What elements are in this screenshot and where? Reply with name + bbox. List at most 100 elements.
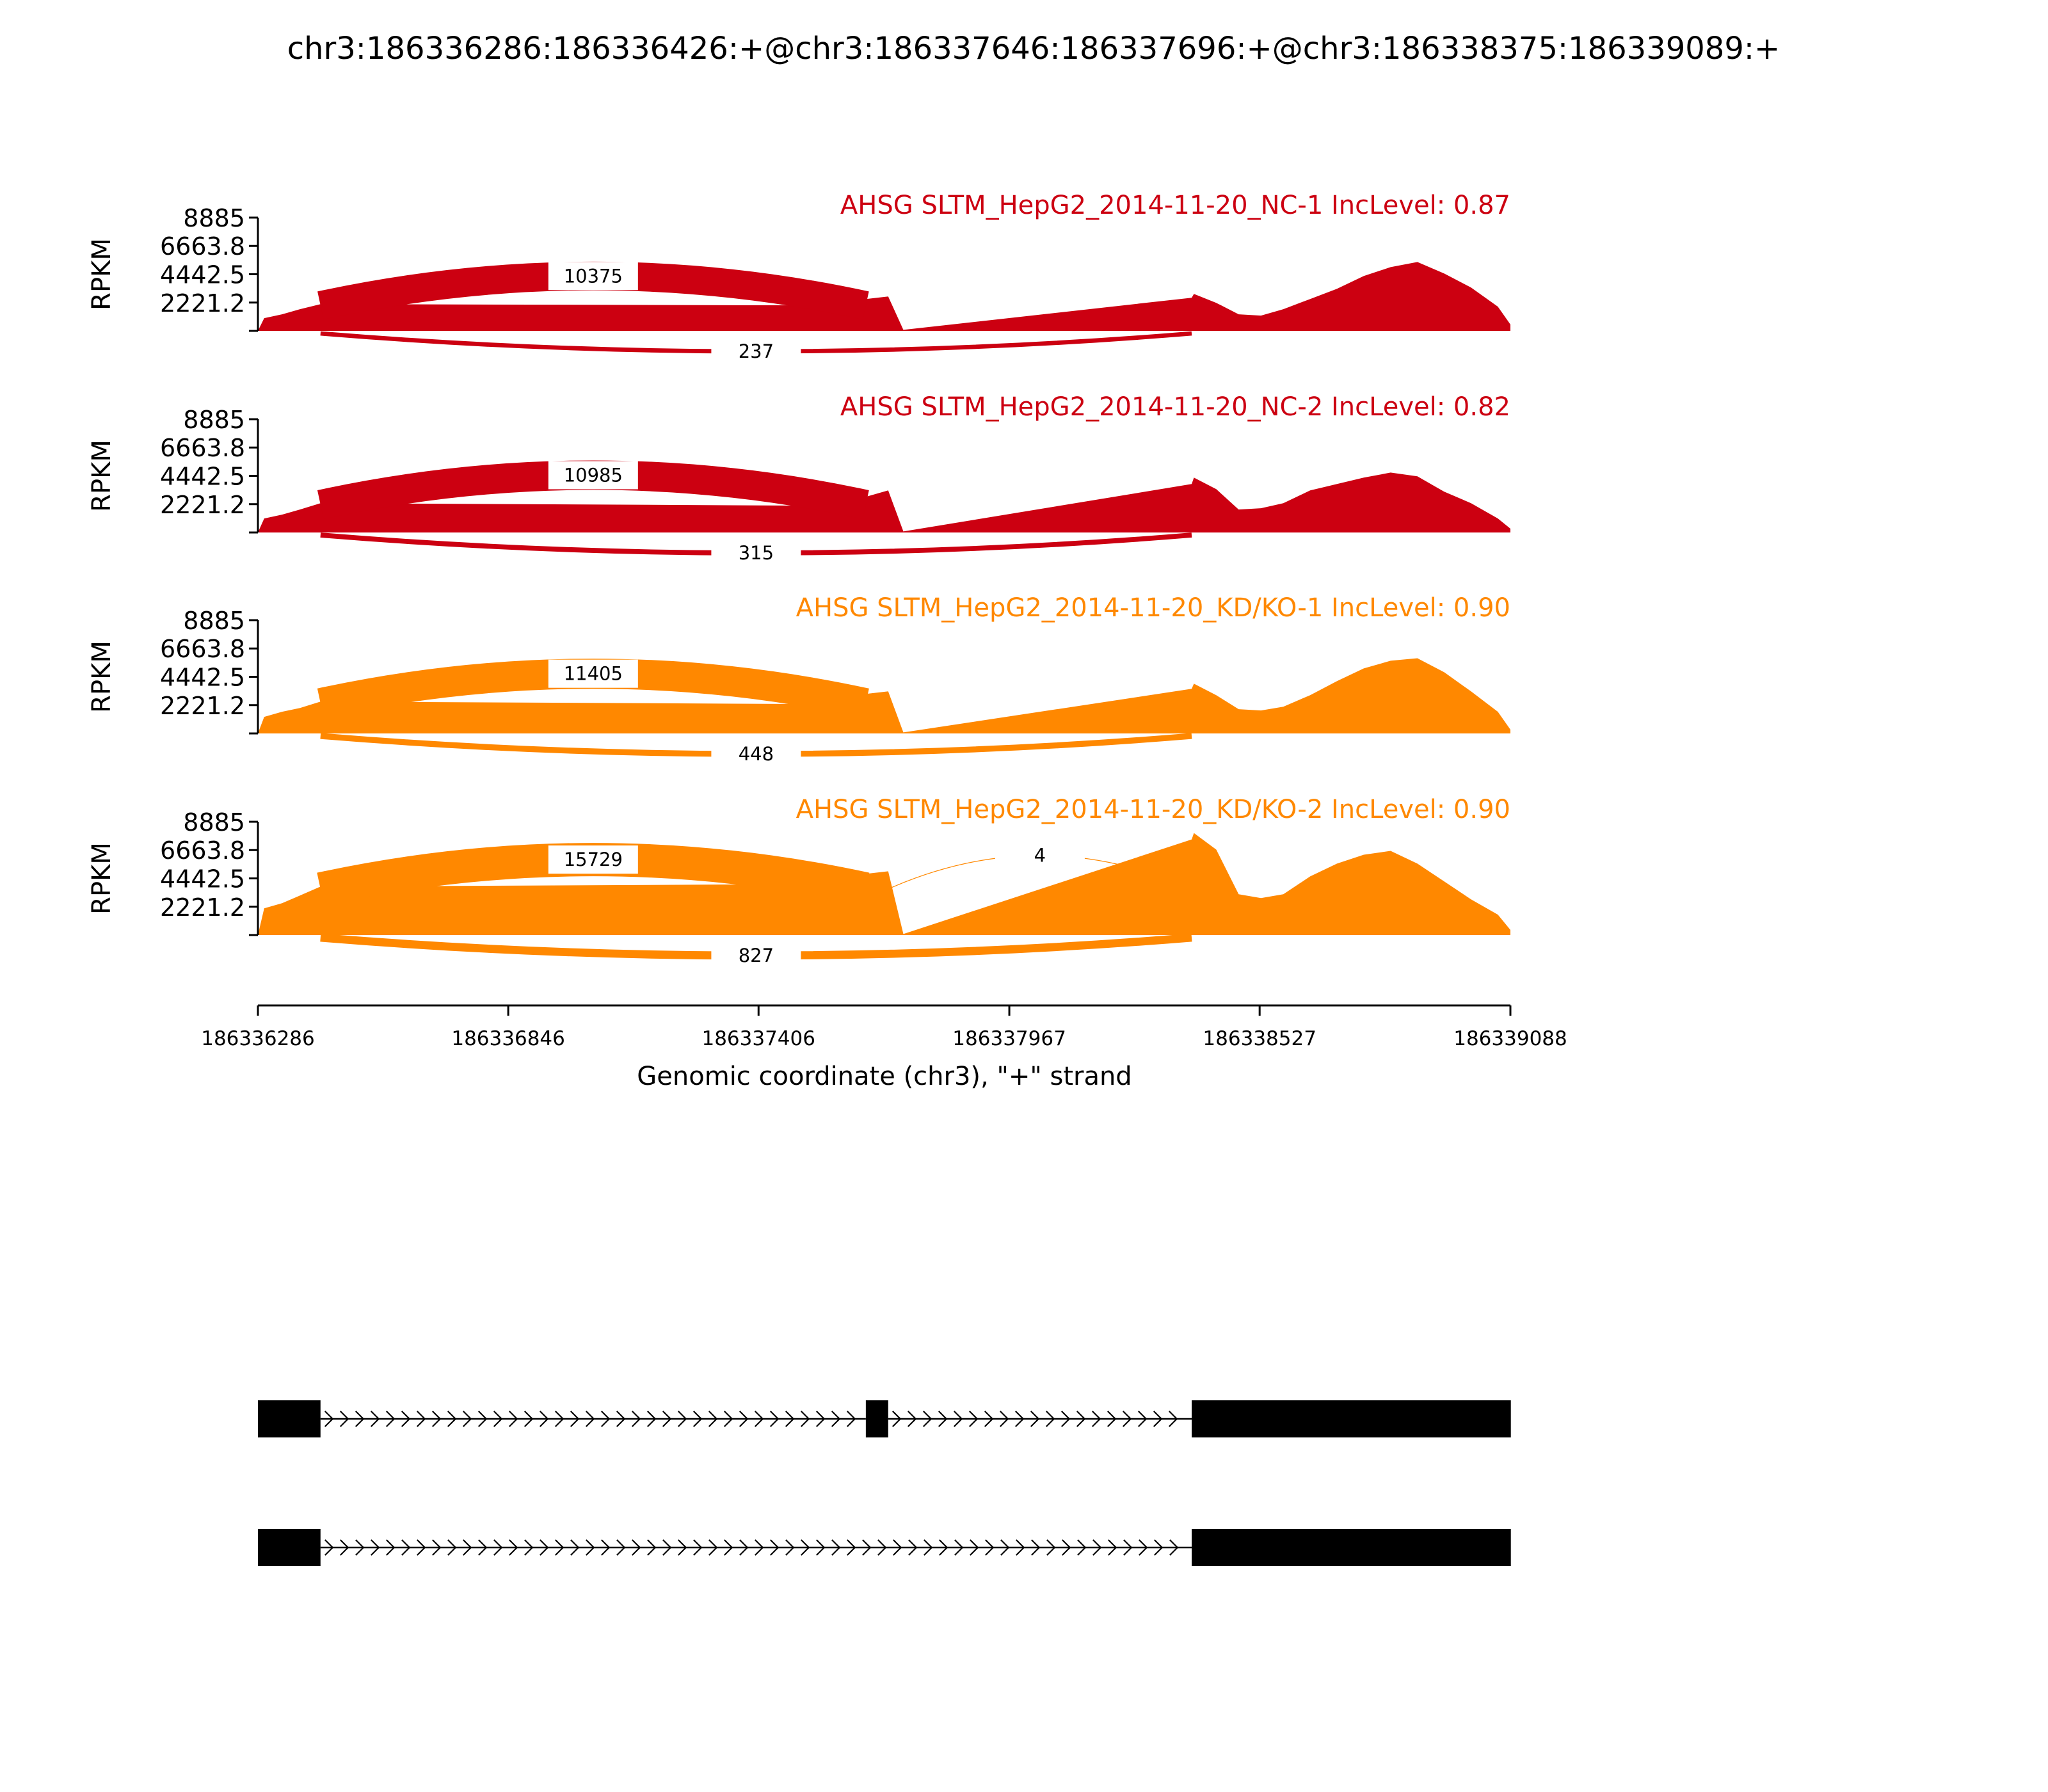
- strand-arrow: [355, 1411, 365, 1427]
- strand-arrow: [386, 1539, 396, 1556]
- exon-block: [258, 1529, 321, 1566]
- strand-arrow: [540, 1411, 549, 1427]
- strand-arrow: [816, 1539, 826, 1556]
- strand-arrow: [1000, 1411, 1009, 1427]
- strand-arrow: [847, 1411, 856, 1427]
- y-tick-label: 4442.5: [160, 865, 245, 893]
- transcript-models: [258, 1400, 1511, 1566]
- strand-arrow: [847, 1539, 856, 1556]
- junction-label-box: [995, 841, 1085, 870]
- strand-arrow: [401, 1411, 411, 1427]
- strand-arrow: [555, 1411, 564, 1427]
- strand-arrow: [739, 1411, 749, 1427]
- strand-arrow: [816, 1411, 826, 1427]
- exon-block: [1192, 1400, 1511, 1437]
- strand-arrow: [324, 1539, 334, 1556]
- strand-arrow: [1108, 1539, 1117, 1556]
- strand-arrow: [708, 1539, 718, 1556]
- y-axis-label: RPKM: [87, 641, 116, 713]
- strand-arrow: [1046, 1539, 1056, 1556]
- strand-arrow: [647, 1411, 657, 1427]
- strand-arrow: [509, 1539, 518, 1556]
- x-tick-label: 186336846: [451, 1027, 565, 1050]
- junction-label-box: [711, 740, 801, 768]
- strand-arrow: [570, 1411, 580, 1427]
- y-tick-label: 6663.8: [160, 836, 245, 865]
- strand-arrow: [892, 1411, 902, 1427]
- x-axis: 186336286 186336846 186337406 186337967 1863…: [201, 1004, 1567, 1091]
- strand-arrow: [785, 1411, 795, 1427]
- strand-arrow: [908, 1411, 917, 1427]
- strand-arrow: [1031, 1539, 1041, 1556]
- strand-arrow: [893, 1539, 902, 1556]
- strand-arrow: [432, 1411, 442, 1427]
- strand-arrow: [662, 1539, 672, 1556]
- strand-arrow: [1169, 1539, 1179, 1556]
- strand-arrow: [340, 1411, 349, 1427]
- strand-arrow: [954, 1539, 964, 1556]
- strand-arrow: [801, 1539, 810, 1556]
- strand-arrow: [1107, 1411, 1117, 1427]
- y-tick-label: 8885: [183, 204, 245, 232]
- strand-arrow: [724, 1539, 733, 1556]
- strand-arrow: [938, 1411, 948, 1427]
- junction-label-box: [548, 461, 638, 490]
- strand-arrow: [862, 1539, 872, 1556]
- strand-arrow: [877, 1539, 887, 1556]
- strand-arrow: [463, 1411, 472, 1427]
- strand-arrow: [739, 1539, 749, 1556]
- y-tick-label: 2221.2: [160, 692, 245, 720]
- strand-arrow: [616, 1539, 626, 1556]
- junction-label-box: [711, 337, 801, 365]
- junction-count-label: 827: [739, 945, 774, 966]
- transcript-row: [258, 1529, 1511, 1566]
- strand-arrow: [770, 1411, 780, 1427]
- strand-arrow: [939, 1539, 948, 1556]
- junction-label-box: [548, 659, 638, 688]
- y-tick-label: 4442.5: [160, 261, 245, 289]
- strand-arrow: [355, 1539, 365, 1556]
- strand-arrow: [908, 1539, 918, 1556]
- junction-label-box: [711, 941, 801, 970]
- strand-arrow: [1030, 1411, 1040, 1427]
- y-tick-label: 4442.5: [160, 463, 245, 491]
- series-title: AHSG SLTM_HepG2_2014-11-20_KD/KO-1 IncLe…: [796, 593, 1510, 623]
- series-title: AHSG SLTM_HepG2_2014-11-20_NC-2 IncLevel…: [840, 392, 1510, 422]
- y-tick-label: 2221.2: [160, 893, 245, 922]
- strand-arrow: [1015, 1411, 1025, 1427]
- exon-block: [258, 1400, 321, 1437]
- coverage-area: [258, 472, 1510, 532]
- strand-arrow: [647, 1539, 657, 1556]
- strand-arrow: [401, 1539, 411, 1556]
- series-title: AHSG SLTM_HepG2_2014-11-20_KD/KO-2 IncLe…: [796, 795, 1510, 824]
- y-axis-label: RPKM: [87, 238, 116, 310]
- junction-label-box: [711, 539, 801, 567]
- strand-arrow: [478, 1539, 488, 1556]
- junction-count-label: 11405: [564, 663, 623, 685]
- y-tick-label: 2221.2: [160, 491, 245, 519]
- junction-count-label: 448: [739, 743, 774, 765]
- strand-arrow: [432, 1539, 442, 1556]
- x-tick-label: 186337406: [701, 1027, 815, 1050]
- y-tick-label: 6663.8: [160, 434, 245, 462]
- strand-arrow: [1153, 1411, 1163, 1427]
- strand-arrow: [371, 1539, 380, 1556]
- strand-arrow: [954, 1411, 963, 1427]
- y-axis-label: RPKM: [87, 440, 116, 512]
- strand-arrow: [524, 1411, 534, 1427]
- strand-arrow: [493, 1539, 503, 1556]
- x-tick-label: 186336286: [201, 1027, 315, 1050]
- strand-arrow: [586, 1411, 595, 1427]
- y-tick-label: 4442.5: [160, 664, 245, 692]
- x-axis-label: Genomic coordinate (chr3), "+" strand: [637, 1062, 1132, 1091]
- strand-arrow: [616, 1411, 626, 1427]
- strand-arrow: [1139, 1539, 1148, 1556]
- y-tick-label: 6663.8: [160, 232, 245, 260]
- strand-arrow: [340, 1539, 349, 1556]
- strand-arrow: [417, 1539, 426, 1556]
